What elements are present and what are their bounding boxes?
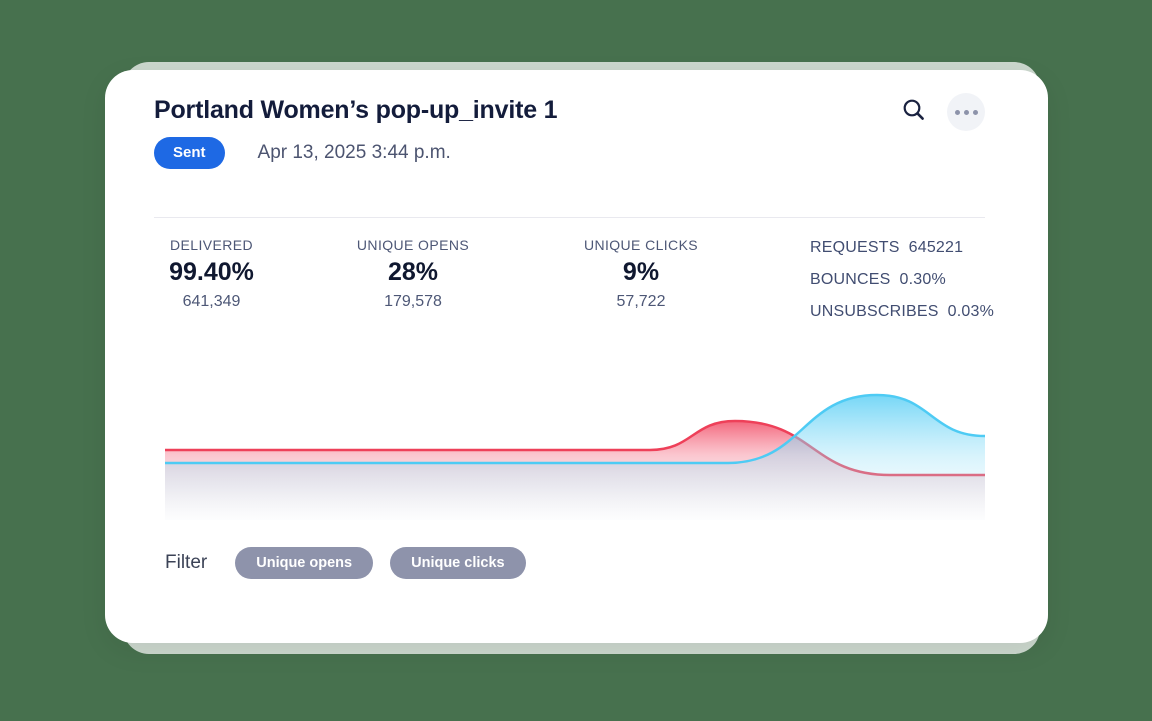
- stat-unique-clicks: UNIQUE CLICKS 9% 57,722: [541, 237, 741, 311]
- stat-label: BOUNCES: [810, 271, 891, 288]
- stats-row: DELIVERED 99.40% 641,349 UNIQUE OPENS 28…: [154, 217, 994, 327]
- stat-extra-column: REQUESTS 645221 BOUNCES 0.30% UNSUBSCRIBES…: [810, 232, 994, 328]
- campaign-meta: Sent Apr 13, 2025 3:44 p.m.: [154, 137, 451, 169]
- stat-value: 0.03%: [947, 303, 995, 320]
- search-button[interactable]: [901, 99, 927, 125]
- status-badge: Sent: [154, 137, 225, 169]
- ellipsis-icon: [954, 109, 978, 115]
- stat-requests: REQUESTS 645221: [810, 232, 994, 264]
- filter-label: Filter: [165, 552, 208, 573]
- stat-percent: 99.40%: [169, 258, 254, 286]
- filter-pill-unique-clicks[interactable]: Unique clicks: [390, 547, 526, 579]
- filter-row: Filter Unique opens Unique clicks: [165, 547, 526, 579]
- stat-count: 179,578: [384, 293, 442, 310]
- stat-count: 641,349: [182, 293, 241, 310]
- engagement-area-chart: [165, 390, 985, 520]
- search-icon: [902, 98, 926, 127]
- page-title: Portland Women’s pop-up_invite 1: [154, 96, 558, 124]
- stat-count: 57,722: [616, 293, 666, 310]
- stat-label: UNSUBSCRIBES: [810, 303, 939, 320]
- stat-value: 0.30%: [899, 271, 946, 288]
- stat-percent: 9%: [622, 258, 660, 286]
- stat-label: DELIVERED: [170, 237, 253, 253]
- sent-datetime: Apr 13, 2025 3:44 p.m.: [257, 142, 451, 163]
- stat-label: UNIQUE CLICKS: [583, 237, 699, 253]
- stat-value: 645221: [908, 239, 964, 256]
- filter-pill-unique-opens[interactable]: Unique opens: [235, 547, 374, 579]
- campaign-report-card: Portland Women’s pop-up_invite 1 Sent Ap…: [105, 70, 1048, 643]
- stat-percent: 28%: [387, 258, 439, 286]
- stat-label: REQUESTS: [810, 239, 900, 256]
- stat-delivered: DELIVERED 99.40% 641,349: [154, 237, 269, 311]
- card-actions: [901, 93, 985, 131]
- stat-unsubscribes: UNSUBSCRIBES 0.03%: [810, 296, 994, 328]
- more-options-button[interactable]: [947, 93, 985, 131]
- stat-unique-opens: UNIQUE OPENS 28% 179,578: [313, 237, 513, 311]
- stat-label: UNIQUE OPENS: [356, 237, 470, 253]
- stat-bounces: BOUNCES 0.30%: [810, 264, 994, 296]
